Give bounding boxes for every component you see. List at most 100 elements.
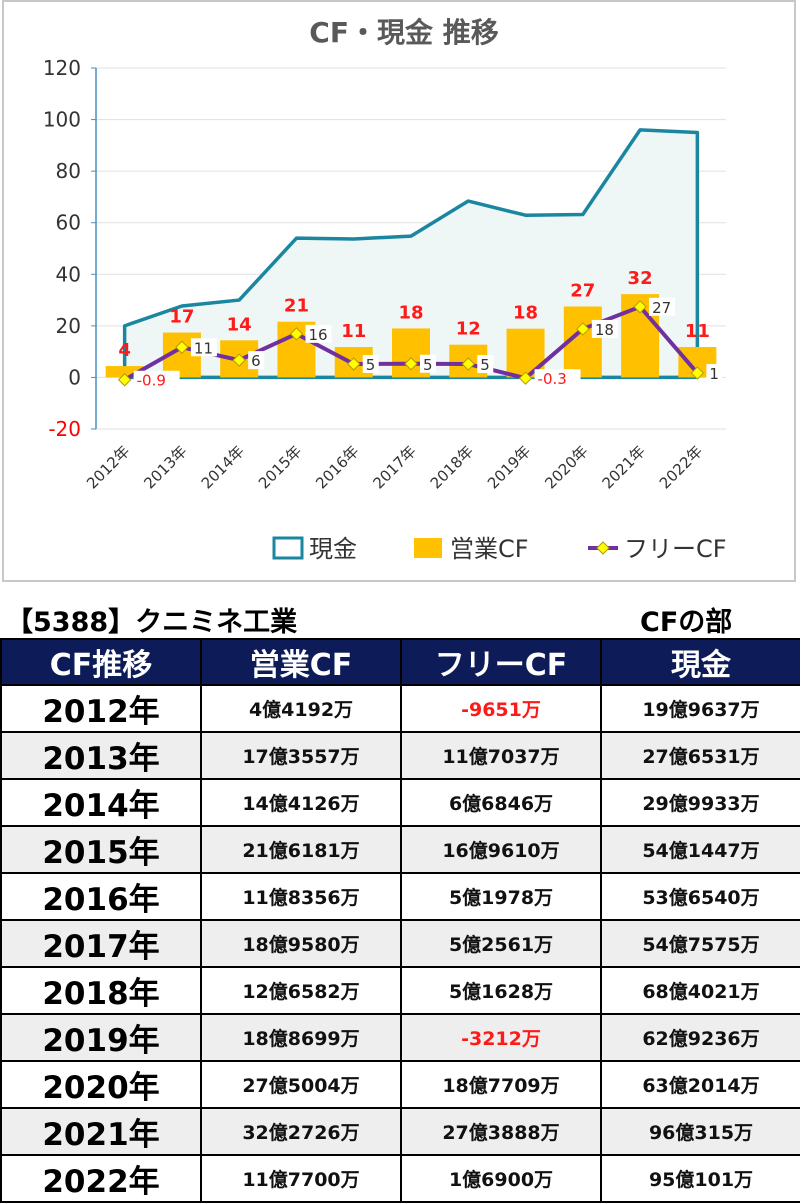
cf-table: CF推移 営業CF フリーCF 現金 2012年 4億4192万 -9651万 19億…	[0, 638, 800, 1203]
free-cf-marker	[232, 353, 246, 367]
legend-marker-free-cf	[596, 541, 610, 555]
bar-data-label: 14	[227, 314, 252, 335]
bar-data-label: 17	[169, 307, 194, 328]
free-cf-data-label: 11	[194, 339, 213, 357]
free-cf-data-label: 5	[366, 356, 376, 374]
y-tick-label: 120	[43, 56, 81, 80]
table-row: 2022年 11億7700万 1億6900万 95億101万	[0, 1154, 800, 1203]
free-cf-data-label: 16	[308, 326, 327, 344]
y-tick-label: 80	[56, 159, 81, 183]
y-tick-label: 60	[56, 211, 81, 235]
bar-data-label: 12	[456, 319, 481, 340]
cell-year: 2013年	[0, 731, 202, 780]
free-cf-label-bg	[649, 297, 676, 316]
cf-cash-chart: CF・現金 推移 120 100 80 60 40 20 0 -20 4 17 14 21 11 18 12 1…	[43, 16, 727, 563]
cell-cash: 53億6540万	[600, 872, 800, 921]
cash-area	[124, 129, 698, 378]
cell-cash: 27億6531万	[600, 731, 800, 780]
free-cf-data-label: 27	[652, 299, 671, 317]
cell-cash: 29億9933万	[600, 778, 800, 827]
y-tick-label: 40	[56, 262, 81, 286]
legend-swatch-operating-cf	[414, 538, 442, 558]
table-row: 2015年 21億6181万 16億9610万 54億1447万	[0, 825, 800, 874]
cell-cash: 54億7575万	[600, 919, 800, 968]
cell-free-cf: -3212万	[400, 1013, 602, 1062]
y-tick-label: 20	[56, 314, 81, 338]
header-operating-cf: 営業CF	[200, 638, 402, 686]
free-cf-marker	[347, 357, 361, 371]
cell-operating-cf: 11億7700万	[200, 1154, 402, 1203]
cell-operating-cf: 18億8699万	[200, 1013, 402, 1062]
table-row: 2019年 18億8699万 -3212万 62億9236万	[0, 1013, 800, 1062]
x-tick-label: 2013年	[140, 442, 190, 492]
free-cf-label-bg	[534, 369, 581, 388]
cell-operating-cf: 4億4192万	[200, 684, 402, 733]
cell-cash: 68億4021万	[600, 966, 800, 1015]
company-title: 【5388】クニミネ工業	[6, 607, 298, 638]
table-header-row: CF推移 営業CF フリーCF 現金	[0, 638, 800, 686]
cell-cash: 95億101万	[600, 1154, 800, 1203]
free-cf-marker	[518, 371, 533, 385]
chart-title: CF・現金 推移	[309, 16, 498, 49]
free-cf-marker	[690, 366, 705, 380]
bar-data-label: 21	[284, 296, 309, 317]
cell-free-cf: 5億2561万	[400, 919, 602, 968]
bar-data-label: 18	[513, 303, 538, 324]
free-cf-label-bg	[248, 351, 265, 370]
table-row: 2020年 27億5004万 18億7709万 63億2014万	[0, 1060, 800, 1109]
cell-year: 2016年	[0, 872, 202, 921]
table-row: 2012年 4億4192万 -9651万 19億9637万	[0, 684, 800, 733]
cell-free-cf: 16億9610万	[400, 825, 602, 874]
table-row: 2018年 12億6582万 5億1628万 68億4021万	[0, 966, 800, 1015]
free-cf-label-bg	[706, 364, 723, 383]
cell-year: 2019年	[0, 1013, 202, 1062]
cell-operating-cf: 17億3557万	[200, 731, 402, 780]
cell-cash: 54億1447万	[600, 825, 800, 874]
cell-operating-cf: 14億4126万	[200, 778, 402, 827]
bar-data-label: 4	[118, 340, 131, 361]
free-cf-label-bg	[477, 355, 494, 374]
bar-operating-cf	[105, 366, 144, 378]
header-cf-trend: CF推移	[0, 638, 202, 686]
cell-cash: 96億315万	[600, 1107, 800, 1156]
cell-operating-cf: 32億2726万	[200, 1107, 402, 1156]
cell-year: 2021年	[0, 1107, 202, 1156]
cell-year: 2018年	[0, 966, 202, 1015]
bar-data-label: 32	[628, 268, 653, 289]
free-cf-label-bg	[362, 355, 379, 374]
x-tick-label: 2019年	[484, 442, 534, 492]
free-cf-label-bg	[305, 324, 332, 343]
cell-operating-cf: 27億5004万	[200, 1060, 402, 1109]
x-tick-label: 2018年	[427, 442, 477, 492]
free-cf-marker	[404, 357, 418, 371]
header-cash: 現金	[600, 638, 800, 686]
cell-year: 2022年	[0, 1154, 202, 1203]
cell-operating-cf: 11億8356万	[200, 872, 402, 921]
x-tick-label: 2014年	[198, 442, 248, 492]
free-cf-label-bg	[591, 319, 618, 338]
cell-free-cf: 6億6846万	[400, 778, 602, 827]
bar-data-label: 11	[685, 321, 710, 342]
cell-free-cf: 11億7037万	[400, 731, 602, 780]
cell-year: 2015年	[0, 825, 202, 874]
cell-year: 2012年	[0, 684, 202, 733]
x-tick-label: 2016年	[312, 442, 362, 492]
free-cf-label-bg	[133, 370, 180, 389]
cell-operating-cf: 12億6582万	[200, 966, 402, 1015]
x-tick-label: 2017年	[369, 442, 419, 492]
cell-free-cf: -9651万	[400, 684, 602, 733]
cell-operating-cf: 18億9580万	[200, 919, 402, 968]
free-cf-marker	[175, 340, 189, 354]
cell-year: 2020年	[0, 1060, 202, 1109]
x-tick-label: 2015年	[255, 442, 305, 492]
free-cf-data-label: 6	[251, 352, 261, 370]
bar-data-label: 27	[570, 281, 595, 302]
x-tick-label: 2020年	[541, 442, 591, 492]
legend-label-cash: 現金	[309, 535, 357, 563]
free-cf-data-label: 5	[480, 356, 490, 374]
cell-cash: 62億9236万	[600, 1013, 800, 1062]
free-cf-marker	[289, 327, 304, 341]
free-cf-label-bg	[190, 338, 217, 357]
table-row: 2021年 32億2726万 27億3888万 96億315万	[0, 1107, 800, 1156]
cell-operating-cf: 21億6181万	[200, 825, 402, 874]
